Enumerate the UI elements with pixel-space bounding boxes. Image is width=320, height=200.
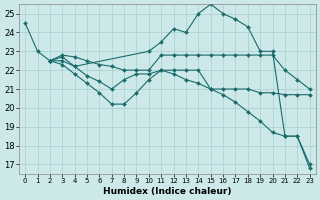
X-axis label: Humidex (Indice chaleur): Humidex (Indice chaleur) xyxy=(103,187,232,196)
